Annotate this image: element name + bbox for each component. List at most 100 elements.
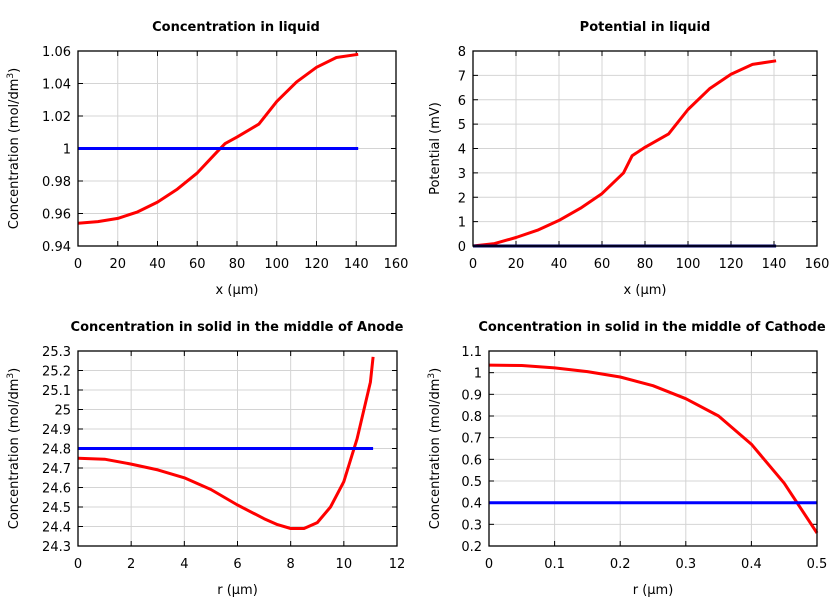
x-tick-label: 8: [287, 557, 295, 572]
chart-1: Concentration in liquid 0 20 40 60 80 100 120 14…: [6, 20, 408, 298]
y-tick-label: 1: [458, 216, 466, 231]
y-tick-label: 24.7: [42, 462, 71, 477]
y-tick-label: 3: [458, 167, 466, 182]
y-tick-label: 0.7: [461, 432, 482, 447]
x-axis-label: x (µm): [624, 283, 667, 298]
x-tick-label: 40: [551, 257, 568, 272]
y-tick-label: 24.5: [42, 501, 71, 516]
series-line-1: [472, 59, 777, 248]
y-tick-label: 0.9: [461, 388, 482, 403]
y-tick-label: 24.9: [42, 423, 71, 438]
x-tick-label: 10: [336, 557, 353, 572]
y-tick-label: 0.3: [461, 518, 482, 533]
x-tick-label: 12: [389, 557, 406, 572]
chart-title: Concentration in solid in the middle of …: [71, 320, 404, 335]
y-tick-label: 1.1: [461, 345, 482, 360]
y-tick-label: 6: [458, 94, 466, 109]
x-tick-label: 0.5: [807, 557, 828, 572]
y-tick-label: 0: [458, 240, 466, 255]
x-axis-label: r (µm): [217, 583, 258, 598]
y-tick-label: 0.2: [461, 540, 482, 555]
x-tick-label: 0: [74, 557, 82, 572]
y-tick-label: 0.98: [42, 175, 71, 190]
y-tick-label: 24.8: [42, 443, 71, 458]
x-tick-label: 100: [676, 257, 701, 272]
y-axis-label: Concentration (mol/dm3): [427, 368, 443, 530]
chart-title: Concentration in liquid: [152, 20, 320, 35]
y-tick-label: 2: [458, 191, 466, 206]
y-axis-label-text: Concentration (mol/dm: [7, 79, 22, 230]
x-tick-label: 20: [508, 257, 525, 272]
x-tick-label: 6: [233, 557, 241, 572]
y-axis-label-superscript: 3: [6, 73, 16, 79]
y-tick-label: 25.3: [42, 345, 71, 360]
y-axis-label: Potential (mV): [428, 102, 443, 195]
y-tick-label: 25: [54, 404, 71, 419]
plot-frame: [77, 350, 398, 547]
x-tick-label: 0: [74, 257, 82, 272]
x-tick-label: 0: [469, 257, 477, 272]
y-tick-label: 24.4: [42, 521, 71, 536]
x-tick-label: 0.3: [675, 557, 696, 572]
x-tick-label: 100: [264, 257, 289, 272]
chart-3: Concentration in solid in the middle of …: [6, 320, 405, 598]
y-axis-label-superscript: 3: [6, 373, 16, 379]
y-tick-label: 25.2: [42, 365, 71, 380]
x-tick-label: 60: [594, 257, 611, 272]
y-tick-label: 0.96: [42, 208, 71, 223]
y-tick-label: 4: [458, 143, 466, 158]
x-tick-label: 160: [805, 257, 830, 272]
y-tick-label: 0.6: [461, 453, 482, 468]
y-tick-label: 1: [474, 367, 482, 382]
x-tick-label: 0.1: [544, 557, 565, 572]
chart-4: Concentration in solid in the middle of …: [427, 320, 827, 598]
x-tick-label: 0: [485, 557, 493, 572]
y-tick-label: 0.4: [461, 497, 482, 512]
y-tick-label: 8: [458, 45, 466, 60]
series-line-1: [488, 363, 819, 534]
x-tick-label: 60: [189, 257, 206, 272]
x-tick-label: 80: [637, 257, 654, 272]
y-tick-label: 0.8: [461, 410, 482, 425]
x-tick-label: 0.4: [741, 557, 762, 572]
y-tick-label: 1.06: [42, 45, 71, 60]
x-axis-label: x (µm): [216, 283, 259, 298]
y-axis-label-superscript: 3: [427, 373, 437, 379]
chart-title: Concentration in solid in the middle of …: [478, 320, 826, 335]
x-tick-label: 140: [762, 257, 787, 272]
x-tick-label: 2: [127, 557, 135, 572]
series-line-1: [77, 356, 375, 530]
y-tick-label: 7: [458, 69, 466, 84]
x-tick-label: 20: [109, 257, 126, 272]
x-tick-label: 0.2: [610, 557, 631, 572]
y-tick-label: 1.04: [42, 78, 71, 93]
y-tick-label: 24.3: [42, 540, 71, 555]
y-tick-label: 0.5: [461, 475, 482, 490]
x-tick-label: 120: [304, 257, 329, 272]
y-axis-label-text: Concentration (mol/dm: [428, 379, 443, 530]
y-tick-label: 24.6: [42, 482, 71, 497]
y-axis-label-end: ): [7, 368, 22, 373]
y-tick-label: 25.1: [42, 384, 71, 399]
y-axis-label: Concentration (mol/dm3): [6, 368, 22, 530]
x-axis-label: r (µm): [633, 583, 674, 598]
y-axis-label-end: ): [428, 368, 443, 373]
y-axis-label-text: Potential (mV): [428, 102, 443, 195]
y-axis-label-end: ): [7, 68, 22, 73]
y-tick-label: 1.02: [42, 110, 71, 125]
x-tick-label: 120: [719, 257, 744, 272]
plot-frame: [77, 50, 397, 247]
plot-frame: [488, 350, 818, 547]
x-tick-label: 140: [344, 257, 369, 272]
chart-title: Potential in liquid: [580, 20, 711, 35]
y-tick-label: 5: [458, 118, 466, 133]
plot-frame: [472, 50, 818, 247]
x-tick-label: 40: [149, 257, 166, 272]
x-tick-label: 160: [384, 257, 409, 272]
x-tick-label: 4: [180, 557, 188, 572]
y-tick-label: 1: [63, 143, 71, 158]
y-axis-label-text: Concentration (mol/dm: [7, 379, 22, 530]
y-tick-label: 0.94: [42, 240, 71, 255]
